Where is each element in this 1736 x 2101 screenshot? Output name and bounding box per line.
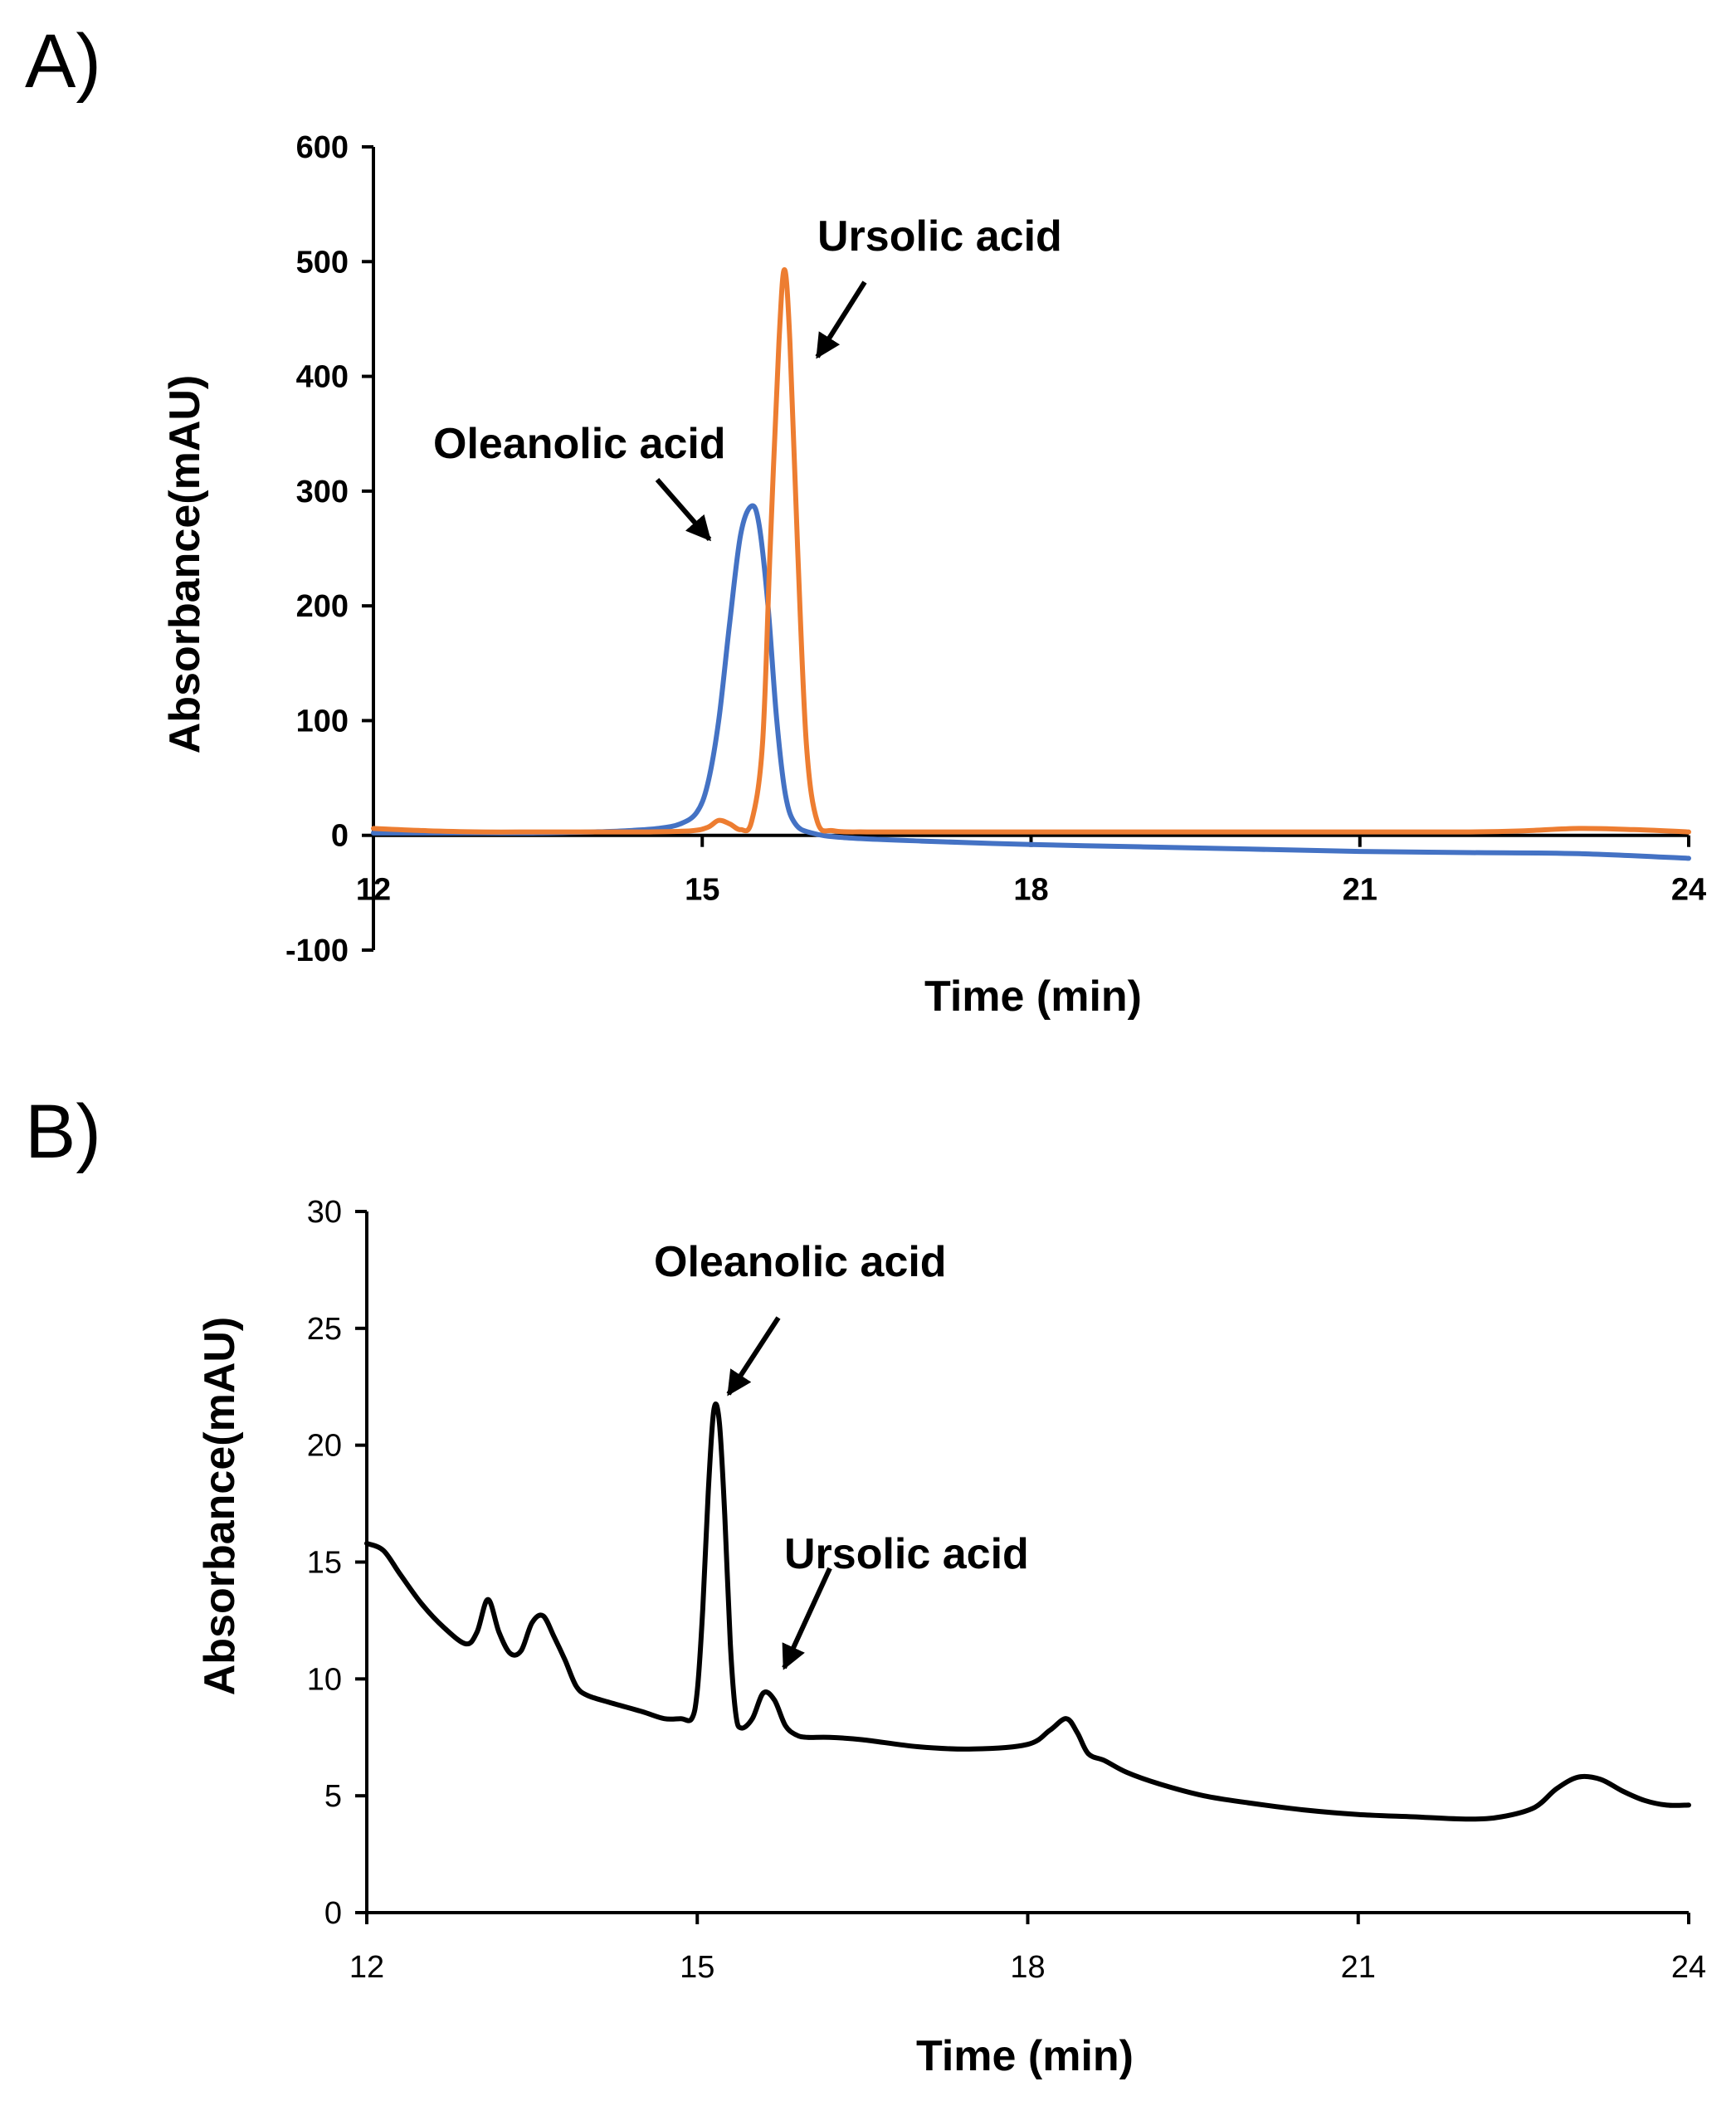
panel-a-series-oleanolic-acid [371,503,1691,861]
panel-b-y-tick-label: 0 [324,1896,342,1931]
panel-a: A) -100 0 100 200 300 400 500 600 12 15 18 21 24 Tim… [25,19,1706,1021]
panel-b-annotation-oleanolic: Oleanolic acid [654,1238,947,1286]
panel-b-y-tick-label: 15 [307,1546,342,1581]
panel-a-y-tick-label: -100 [285,934,349,968]
panel-a-label: A) [25,19,101,104]
panel-a-y-tick-label: 0 [331,819,349,854]
panel-b-arrow-ursolic [782,1567,832,1670]
panel-a-series [371,267,1691,861]
panel-b-x-tick-label: 15 [680,1950,714,1985]
panel-b-ylabel: Absorbance(mAU) [196,1317,244,1696]
panel-b: B) 0 5 10 15 20 25 30 12 15 18 21 24 Time (min) Abs… [25,1089,1706,2080]
panel-b-x-tick-label: 18 [1010,1950,1045,1985]
panel-a-y-tick-label: 500 [296,245,349,280]
panel-b-y-tick-label: 5 [324,1779,342,1814]
panel-a-ylabel: Absorbance(mAU) [161,375,209,754]
panel-b-y-tick-label: 10 [307,1662,342,1697]
panel-a-y-tick-label: 300 [296,475,349,509]
panel-b-series-sample [364,1401,1691,1822]
panel-a-x-tick-label: 15 [685,873,719,908]
panel-b-xlabel: Time (min) [916,2032,1134,2080]
panel-a-axes: -100 0 100 200 300 400 500 600 12 15 18 21 24 [285,130,1706,968]
panel-a-x-tick-label: 18 [1013,873,1048,908]
panel-b-y-tick-label: 30 [307,1195,342,1230]
panel-b-arrow-oleanolic [726,1316,781,1397]
panel-a-y-tick-label: 200 [296,589,349,624]
panel-a-y-tick-label: 400 [296,360,349,395]
panel-b-y-tick-label: 25 [307,1312,342,1347]
panel-a-arrow-ursolic [815,280,867,359]
panel-a-x-tick-label: 21 [1343,873,1378,908]
panel-b-label: B) [25,1089,101,1174]
panel-b-axes: 0 5 10 15 20 25 30 12 15 18 21 24 [307,1195,1706,1985]
panel-b-series [364,1401,1691,1822]
panel-b-annotation-ursolic: Ursolic acid [784,1530,1029,1578]
panel-b-x-tick-label: 21 [1341,1950,1376,1985]
panel-a-x-tick-label: 24 [1671,873,1706,908]
panel-b-x-tick-label: 12 [349,1950,384,1985]
panel-b-y-tick-label: 20 [307,1429,342,1464]
panel-a-x-tick-label: 12 [356,873,391,908]
panel-a-xlabel: Time (min) [924,973,1142,1021]
panel-a-y-tick-label: 100 [296,704,349,739]
panel-a-series-ursolic-acid [371,267,1691,835]
panel-a-arrow-oleanolic [655,478,712,542]
panel-a-y-tick-label: 600 [296,130,349,165]
panel-a-annotation-ursolic: Ursolic acid [817,212,1062,261]
panel-b-x-tick-label: 24 [1671,1950,1706,1985]
panel-a-annotation-oleanolic: Oleanolic acid [433,420,726,468]
